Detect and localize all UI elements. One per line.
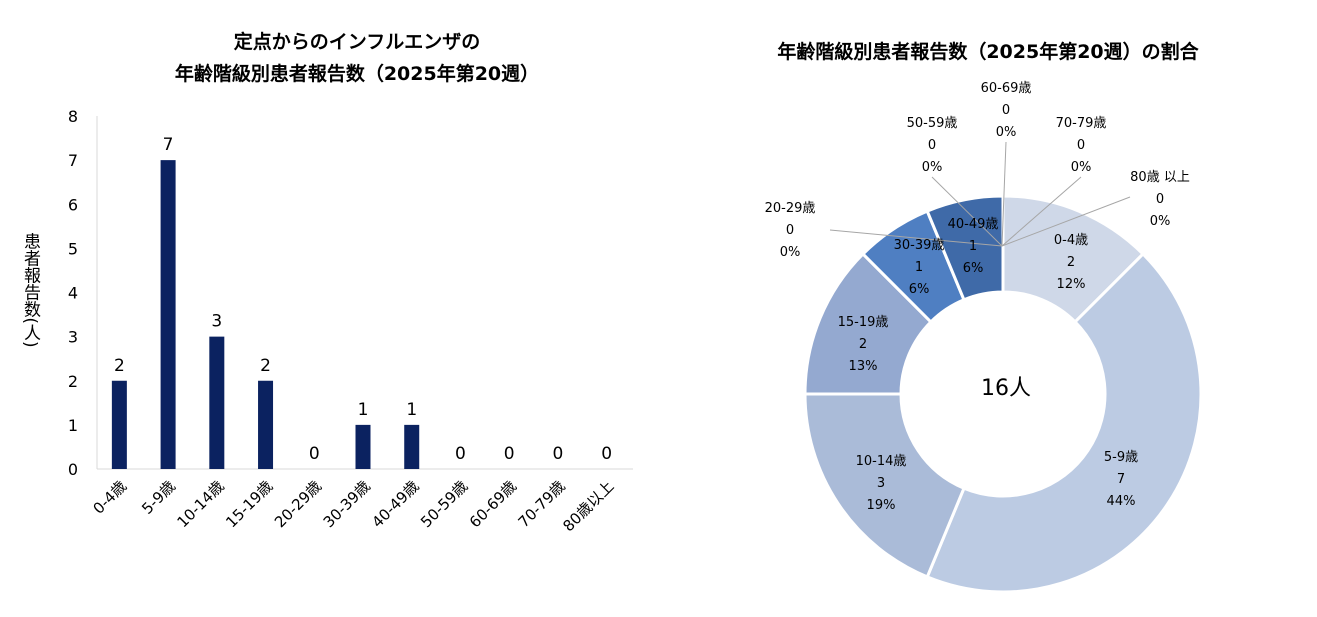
y-tick-label: 8 xyxy=(68,107,78,126)
leader-line xyxy=(1001,196,1131,247)
x-tick-label: 50-59歳 xyxy=(417,477,471,531)
x-tick-label: 10-14歳 xyxy=(173,477,227,531)
x-tick-label: 40-49歳 xyxy=(368,477,422,531)
donut-slice-label: 30-39歳 1 6% xyxy=(894,238,945,297)
y-tick-label: 3 xyxy=(68,328,78,347)
y-tick-label: 4 xyxy=(68,284,78,303)
donut-slice-label: 0-4歳 2 12% xyxy=(1054,233,1088,292)
bar xyxy=(160,160,176,469)
bar-data-label: 7 xyxy=(163,135,174,155)
y-tick-label: 2 xyxy=(68,372,78,391)
bar-data-label: 0 xyxy=(309,444,320,464)
x-tick-label: 80歳以上 xyxy=(559,477,617,535)
donut-center-label: 16人 xyxy=(981,376,1031,401)
bar-data-label: 0 xyxy=(455,444,466,464)
donut-slice xyxy=(925,194,1005,302)
donut-slice-label: 60-69歳 0 0% xyxy=(981,81,1032,140)
x-tick-label: 60-69歳 xyxy=(466,477,520,531)
leader-line xyxy=(829,229,1003,247)
bar-data-label: 0 xyxy=(504,444,515,464)
bar xyxy=(355,424,371,469)
donut-slice-label: 15-19歳 2 13% xyxy=(838,315,889,374)
donut-chart: 年齢階級別患者報告数（2025年第20週）の割合 0-4歳 2 12% 5-9歳 7 44… xyxy=(765,40,1203,594)
bar-data-label: 1 xyxy=(358,400,369,420)
bar-chart-title-line1: 定点からのインフルエンザの xyxy=(234,30,480,53)
donut-slice-label: 5-9歳 7 44% xyxy=(1104,450,1138,509)
donut-slice xyxy=(925,251,1203,594)
bar-data-label: 2 xyxy=(260,356,271,376)
y-tick-label: 7 xyxy=(68,151,78,170)
bar-chart: 定点からのインフルエンザの 年齢階級別患者報告数（2025年第20週） 患者報告… xyxy=(20,30,633,535)
y-axis-label: 患者報告数(人) xyxy=(20,232,41,347)
donut-slice-label: 40-49歳 1 6% xyxy=(948,217,999,276)
donut-slice-label: 10-14歳 3 19% xyxy=(856,454,907,513)
leader-line xyxy=(1001,141,1007,247)
donut-slice-label: 20-29歳 0 0% xyxy=(765,201,816,260)
x-tick-label: 15-19歳 xyxy=(222,477,276,531)
leader-line xyxy=(931,176,1003,247)
bar-data-label: 0 xyxy=(601,444,612,464)
y-tick-label: 1 xyxy=(68,416,78,435)
bar-data-label: 2 xyxy=(114,356,125,376)
x-tick-label: 5-9歳 xyxy=(138,477,179,518)
donut-slice-label: 80歳 以上 0 0% xyxy=(1130,170,1190,229)
y-tick-label: 5 xyxy=(68,239,78,258)
bar xyxy=(111,380,127,469)
bar-data-label: 3 xyxy=(211,312,222,332)
bar xyxy=(209,336,225,469)
bar-data-label: 0 xyxy=(552,444,563,464)
x-tick-label: 0-4歳 xyxy=(90,477,131,518)
donut-slice xyxy=(803,392,966,579)
donut-slice-label: 50-59歳 0 0% xyxy=(907,116,958,175)
x-tick-label: 30-39歳 xyxy=(320,477,374,531)
donut-chart-title: 年齢階級別患者報告数（2025年第20週）の割合 xyxy=(777,40,1199,63)
bar xyxy=(404,424,420,469)
leader-line xyxy=(1001,176,1082,247)
bar xyxy=(258,380,274,469)
y-tick-label: 6 xyxy=(68,195,78,214)
y-tick-label: 0 xyxy=(68,460,78,479)
x-tick-label: 20-29歳 xyxy=(271,477,325,531)
donut-slice-label: 70-79歳 0 0% xyxy=(1056,116,1107,175)
bar-data-label: 1 xyxy=(406,400,417,420)
bar-chart-title-line2: 年齢階級別患者報告数（2025年第20週） xyxy=(175,62,539,85)
